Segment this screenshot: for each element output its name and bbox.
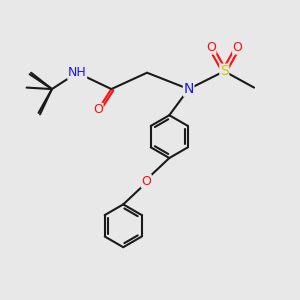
Text: S: S [220,64,229,78]
Text: O: O [206,41,216,54]
Text: O: O [233,41,243,54]
Text: NH: NH [68,66,87,79]
Text: O: O [141,175,151,188]
Text: O: O [93,103,103,116]
Text: N: N [184,82,194,96]
